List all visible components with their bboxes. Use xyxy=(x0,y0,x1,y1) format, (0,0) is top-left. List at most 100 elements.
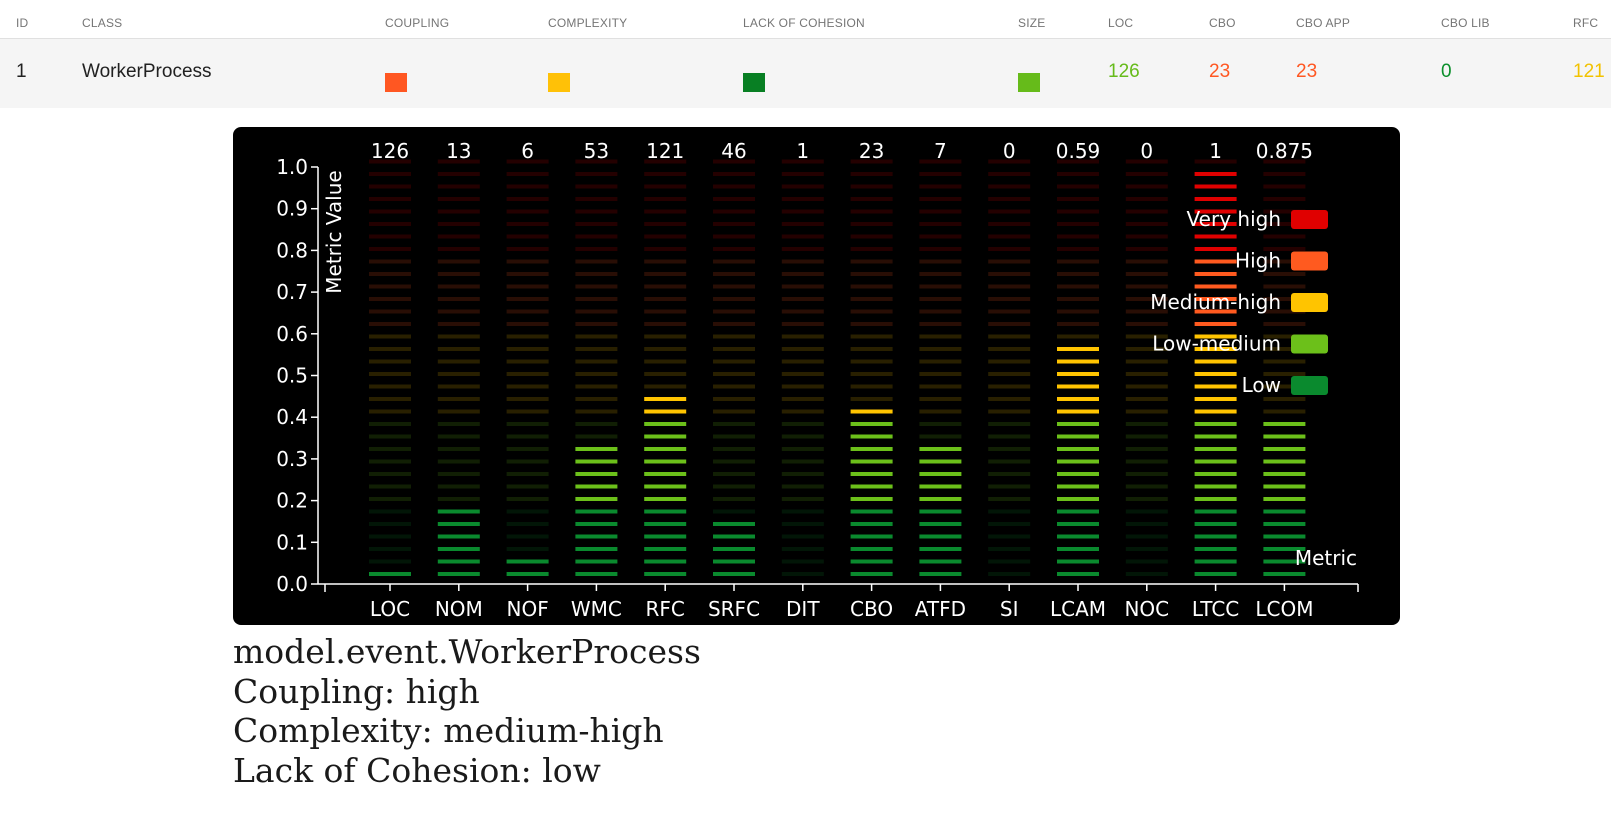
bar-segment xyxy=(1057,547,1099,551)
info-lack-of-cohesion: Lack of Cohesion: low xyxy=(233,750,601,790)
bar-segment xyxy=(575,422,618,426)
bar-segment xyxy=(781,197,824,201)
bar-segment xyxy=(850,359,893,364)
bar-segment xyxy=(1194,209,1237,214)
bar-segment xyxy=(1263,359,1306,364)
bar-segment xyxy=(988,184,1031,189)
bar-segment xyxy=(437,334,480,339)
col-header-id[interactable]: ID xyxy=(16,16,29,30)
bar-segment xyxy=(1263,534,1306,539)
bar-segment xyxy=(1057,272,1099,276)
bar-segment xyxy=(369,497,411,501)
legend-swatch xyxy=(1291,334,1328,354)
col-header-cbo-app[interactable]: CBO APP xyxy=(1296,16,1351,30)
bar-segment xyxy=(919,459,962,464)
col-header-complexity[interactable]: COMPLEXITY xyxy=(548,16,628,30)
class-info: model.event.WorkerProcess Coupling: high… xyxy=(233,632,701,790)
x-tick-label-lcam: LCAM xyxy=(1050,597,1106,621)
bar-segment xyxy=(369,409,411,414)
bar-segment xyxy=(988,209,1031,214)
bar-segment xyxy=(506,234,549,239)
bar-segment xyxy=(1125,297,1168,301)
bar-segment xyxy=(988,522,1031,526)
bar-segment xyxy=(850,509,893,514)
bar-segment xyxy=(919,497,962,501)
bar-segment xyxy=(644,522,687,526)
bar-segment xyxy=(1057,247,1099,251)
bar-segment xyxy=(437,247,480,251)
bar-segment xyxy=(919,322,962,326)
bar-segment xyxy=(1057,534,1099,539)
bar-segment xyxy=(850,447,893,451)
bar-segment xyxy=(1194,409,1237,414)
bar-segment xyxy=(919,409,962,414)
bar-segment xyxy=(988,497,1031,501)
bar-segment xyxy=(437,222,480,226)
bar-segment xyxy=(713,197,755,201)
bar-segment xyxy=(1194,509,1237,514)
bar-segment xyxy=(1125,434,1168,439)
bar-segment xyxy=(575,497,618,501)
col-header-lack-of-cohesion[interactable]: LACK OF COHESION xyxy=(743,16,865,30)
bar-segment xyxy=(437,359,480,364)
bar-segment xyxy=(437,259,480,264)
bar-segment xyxy=(506,197,549,201)
bar-segment xyxy=(781,509,824,514)
bar-segment xyxy=(1194,372,1237,376)
col-header-loc[interactable]: LOC xyxy=(1108,16,1134,30)
metric-bar-lcom xyxy=(1263,159,1306,576)
bar-segment xyxy=(713,459,755,464)
bar-segment xyxy=(1057,197,1099,201)
bar-segment xyxy=(919,259,962,264)
bar-segment xyxy=(575,372,618,376)
legend-swatch xyxy=(1291,251,1328,271)
bar-segment xyxy=(781,284,824,289)
bar-segment xyxy=(713,384,755,389)
row-id: 1 xyxy=(16,61,27,82)
bar-segment xyxy=(1125,172,1168,176)
bar-segment xyxy=(1057,384,1099,389)
bar-segment xyxy=(1057,522,1099,526)
bar-segment xyxy=(369,272,411,276)
bar-segment xyxy=(1194,572,1237,576)
legend-label: Very high xyxy=(1187,207,1281,231)
col-header-size[interactable]: SIZE xyxy=(1018,16,1046,30)
bar-segment xyxy=(850,184,893,189)
bar-segment xyxy=(713,309,755,314)
col-header-cbo[interactable]: CBO xyxy=(1209,16,1236,30)
bar-segment xyxy=(369,397,411,401)
bar-segment xyxy=(988,334,1031,339)
bar-segment xyxy=(1194,309,1237,314)
bar-segment xyxy=(1125,459,1168,464)
bar-segment xyxy=(1263,259,1306,264)
col-header-coupling[interactable]: COUPLING xyxy=(385,16,450,30)
bar-segment xyxy=(919,234,962,239)
bar-segment xyxy=(506,347,549,351)
bar-segment xyxy=(506,359,549,364)
bar-segment xyxy=(1125,447,1168,451)
bar-segment xyxy=(369,347,411,351)
bar-segment xyxy=(781,472,824,476)
bar-segment xyxy=(919,372,962,376)
bar-segment xyxy=(1194,397,1237,401)
bar-segment xyxy=(713,284,755,289)
row-loc: 126 xyxy=(1108,61,1140,82)
bar-segment xyxy=(1263,459,1306,464)
col-header-class[interactable]: CLASS xyxy=(82,16,123,30)
bar-segment xyxy=(644,197,687,201)
col-header-rfc[interactable]: RFC xyxy=(1573,16,1599,30)
col-header-cbo-lib[interactable]: CBO LIB xyxy=(1441,16,1490,30)
bar-segment xyxy=(1057,284,1099,289)
bar-segment xyxy=(988,559,1031,564)
x-tick-label-dit: DIT xyxy=(786,597,820,621)
bar-segment xyxy=(850,522,893,526)
bar-segment xyxy=(1194,484,1237,489)
table-row[interactable]: 1 WorkerProcess 126 23 23 0 121 xyxy=(0,39,1611,108)
bar-segment xyxy=(369,509,411,514)
bar-segment xyxy=(1263,234,1306,239)
bar-segment xyxy=(437,497,480,501)
bar-segment xyxy=(1125,184,1168,189)
bar-segment xyxy=(437,347,480,351)
bar-segment xyxy=(644,234,687,239)
bar-segment xyxy=(1263,434,1306,439)
